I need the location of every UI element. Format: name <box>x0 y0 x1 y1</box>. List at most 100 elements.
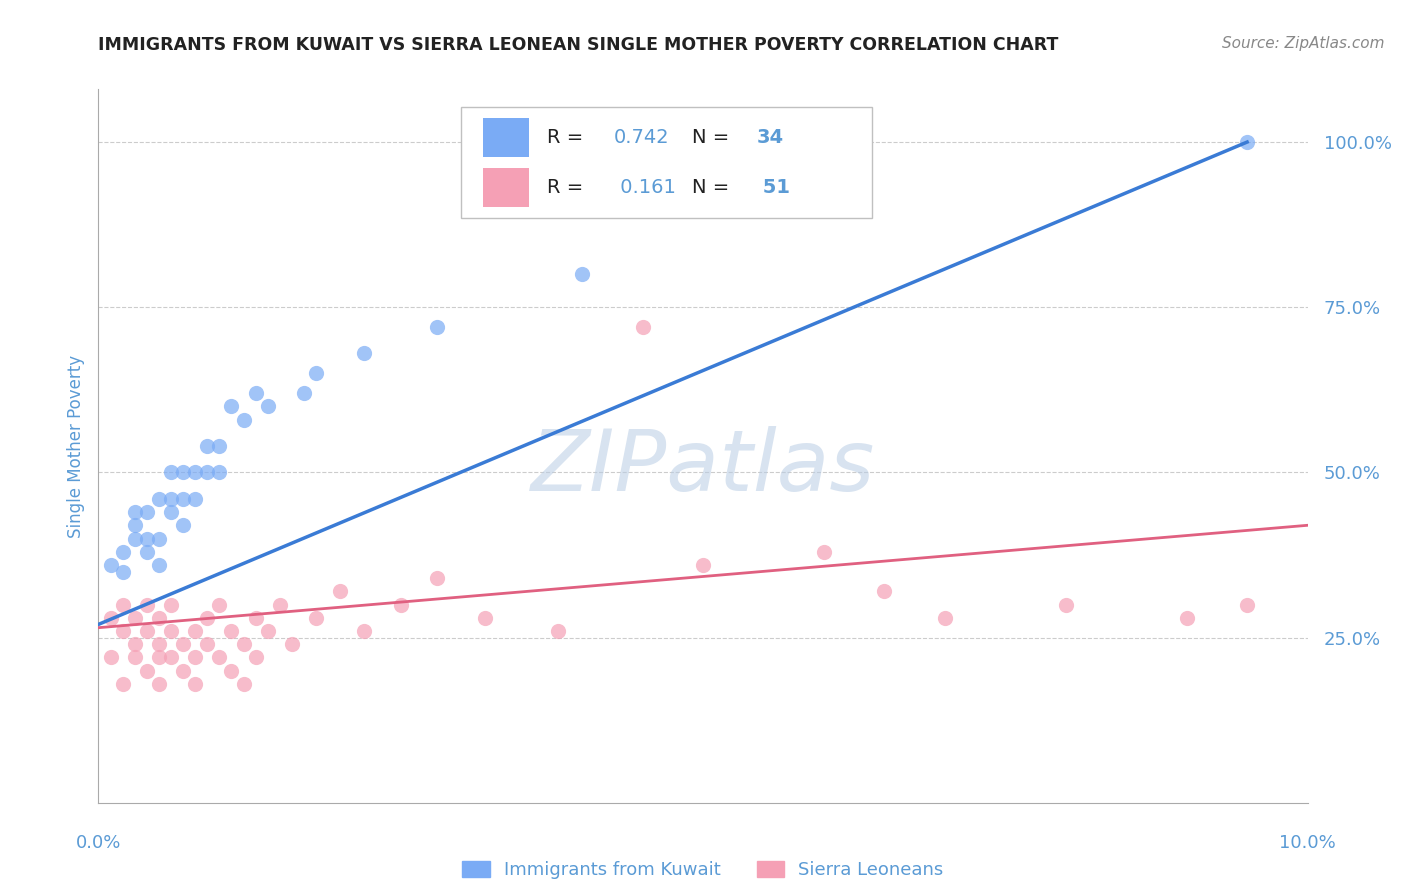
Text: 0.161: 0.161 <box>613 178 675 197</box>
Point <box>232 412 254 426</box>
Point <box>1236 598 1258 612</box>
Point <box>208 466 231 480</box>
Point <box>172 664 194 678</box>
Point <box>813 545 835 559</box>
Point <box>111 545 134 559</box>
Point <box>232 677 254 691</box>
Point <box>184 650 207 665</box>
Point <box>100 558 122 572</box>
Point <box>111 598 134 612</box>
Text: R =: R = <box>547 178 583 197</box>
Point <box>135 624 157 638</box>
Point <box>195 611 218 625</box>
Text: R =: R = <box>547 128 583 147</box>
Point <box>547 624 569 638</box>
Point <box>292 386 315 401</box>
Point <box>124 505 146 519</box>
Point <box>124 532 146 546</box>
Point <box>160 505 183 519</box>
Point <box>172 518 194 533</box>
Point <box>111 624 134 638</box>
Point <box>195 466 218 480</box>
Point <box>281 637 304 651</box>
Point <box>172 491 194 506</box>
Point <box>148 650 170 665</box>
Point <box>426 571 449 585</box>
FancyBboxPatch shape <box>461 107 872 218</box>
Point <box>256 400 278 414</box>
Text: 10.0%: 10.0% <box>1279 834 1336 852</box>
Point <box>184 491 207 506</box>
Point <box>571 267 593 281</box>
Point <box>172 466 194 480</box>
Point <box>245 650 267 665</box>
Point <box>100 611 122 625</box>
Text: N =: N = <box>692 128 730 147</box>
Point <box>184 624 207 638</box>
Point <box>208 650 231 665</box>
Point <box>135 505 157 519</box>
Point <box>100 650 122 665</box>
Point <box>873 584 896 599</box>
Point <box>135 545 157 559</box>
Point <box>208 598 231 612</box>
Point <box>135 664 157 678</box>
Point <box>172 637 194 651</box>
Point <box>160 491 183 506</box>
Point <box>353 346 375 360</box>
Point <box>329 584 352 599</box>
Point <box>135 532 157 546</box>
Text: IMMIGRANTS FROM KUWAIT VS SIERRA LEONEAN SINGLE MOTHER POVERTY CORRELATION CHART: IMMIGRANTS FROM KUWAIT VS SIERRA LEONEAN… <box>98 36 1059 54</box>
Point <box>256 624 278 638</box>
Point <box>124 650 146 665</box>
Point <box>221 664 243 678</box>
Y-axis label: Single Mother Poverty: Single Mother Poverty <box>66 354 84 538</box>
Point <box>221 400 243 414</box>
FancyBboxPatch shape <box>482 168 529 207</box>
Point <box>305 367 328 381</box>
Point <box>184 466 207 480</box>
Point <box>111 677 134 691</box>
Point <box>148 611 170 625</box>
Text: 34: 34 <box>756 128 783 147</box>
Point <box>160 650 183 665</box>
Point <box>148 491 170 506</box>
Point <box>692 558 714 572</box>
Point <box>208 439 231 453</box>
Point <box>232 637 254 651</box>
Point <box>160 598 183 612</box>
Point <box>124 518 146 533</box>
Legend: Immigrants from Kuwait, Sierra Leoneans: Immigrants from Kuwait, Sierra Leoneans <box>456 854 950 887</box>
Point <box>245 386 267 401</box>
Point <box>195 439 218 453</box>
Point <box>269 598 291 612</box>
Text: ZIPatlas: ZIPatlas <box>531 425 875 509</box>
Point <box>124 637 146 651</box>
Point <box>353 624 375 638</box>
Point <box>631 320 654 334</box>
Point <box>934 611 956 625</box>
Point <box>148 558 170 572</box>
Point <box>389 598 412 612</box>
Point <box>148 677 170 691</box>
Point <box>426 320 449 334</box>
Text: 0.742: 0.742 <box>613 128 669 147</box>
Text: N =: N = <box>692 178 730 197</box>
Point <box>245 611 267 625</box>
Text: 0.0%: 0.0% <box>76 834 121 852</box>
Point <box>1054 598 1077 612</box>
Point <box>474 611 496 625</box>
Point <box>1175 611 1198 625</box>
Point <box>184 677 207 691</box>
FancyBboxPatch shape <box>482 118 529 157</box>
Text: 51: 51 <box>756 178 790 197</box>
Point <box>221 624 243 638</box>
Point <box>111 565 134 579</box>
Point <box>160 466 183 480</box>
Point <box>1236 135 1258 149</box>
Point <box>160 624 183 638</box>
Text: Source: ZipAtlas.com: Source: ZipAtlas.com <box>1222 36 1385 51</box>
Point <box>148 532 170 546</box>
Point <box>148 637 170 651</box>
Point <box>195 637 218 651</box>
